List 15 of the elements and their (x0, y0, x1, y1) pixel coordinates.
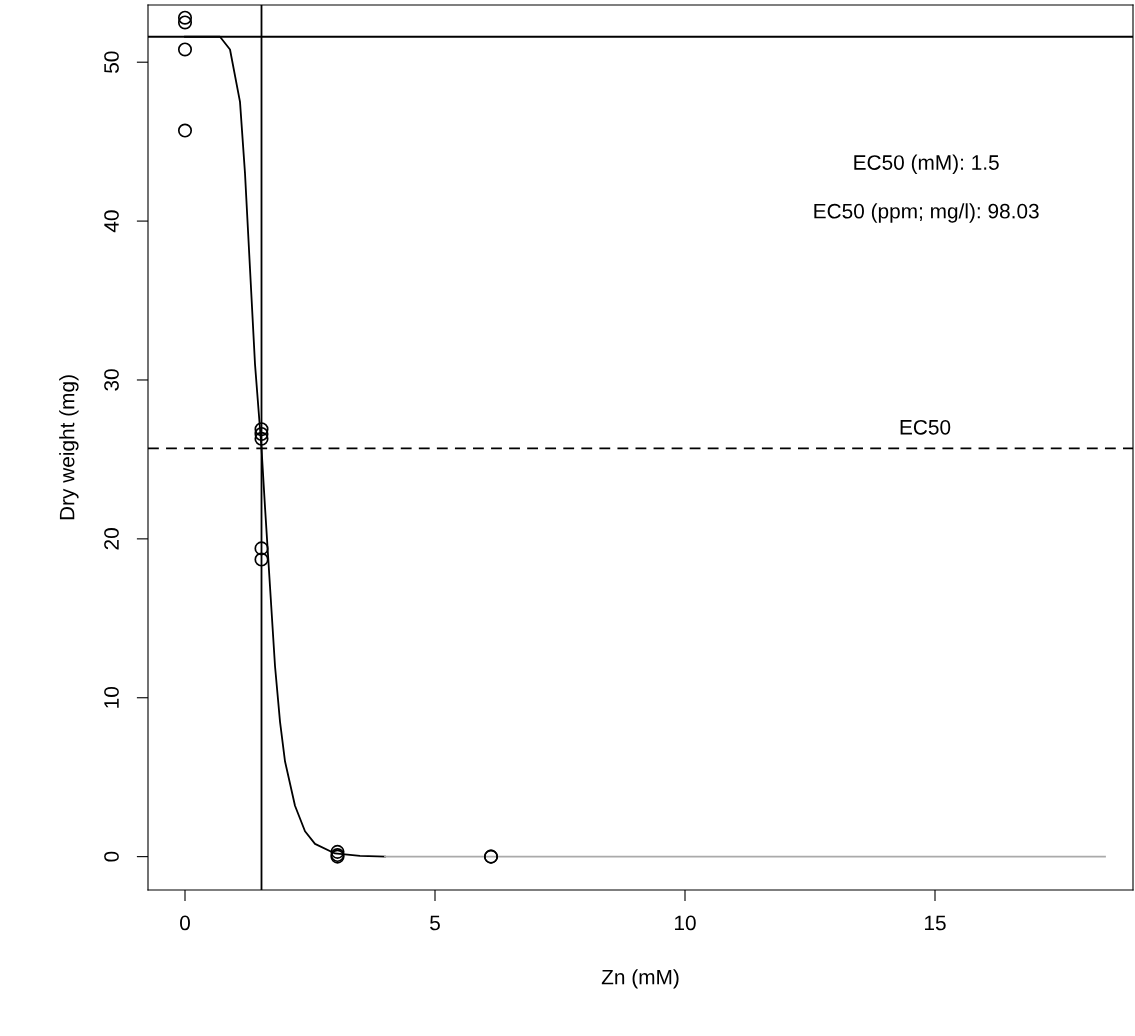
y-tick-label: 20 (104, 528, 119, 550)
x-tick-label: 5 (430, 915, 440, 931)
y-axis-title: Dry weight (mg) (59, 375, 79, 520)
annotation: EC50 (ppm; mg/l): 98.03 (814, 203, 1039, 223)
x-axis-title: Zn (mM) (601, 969, 679, 989)
x-tick-label: 0 (180, 915, 190, 931)
annotation: EC50 (mM): 1.5 (854, 154, 999, 174)
y-tick-label: 30 (104, 369, 119, 391)
x-tick-label: 10 (675, 915, 696, 931)
annotation: EC50 (900, 419, 951, 435)
y-tick-label: 50 (104, 51, 119, 73)
y-tick-label: 10 (104, 686, 119, 708)
x-tick-label: 15 (925, 915, 946, 931)
y-tick-label: 0 (104, 851, 119, 862)
y-tick-label: 40 (104, 210, 119, 233)
